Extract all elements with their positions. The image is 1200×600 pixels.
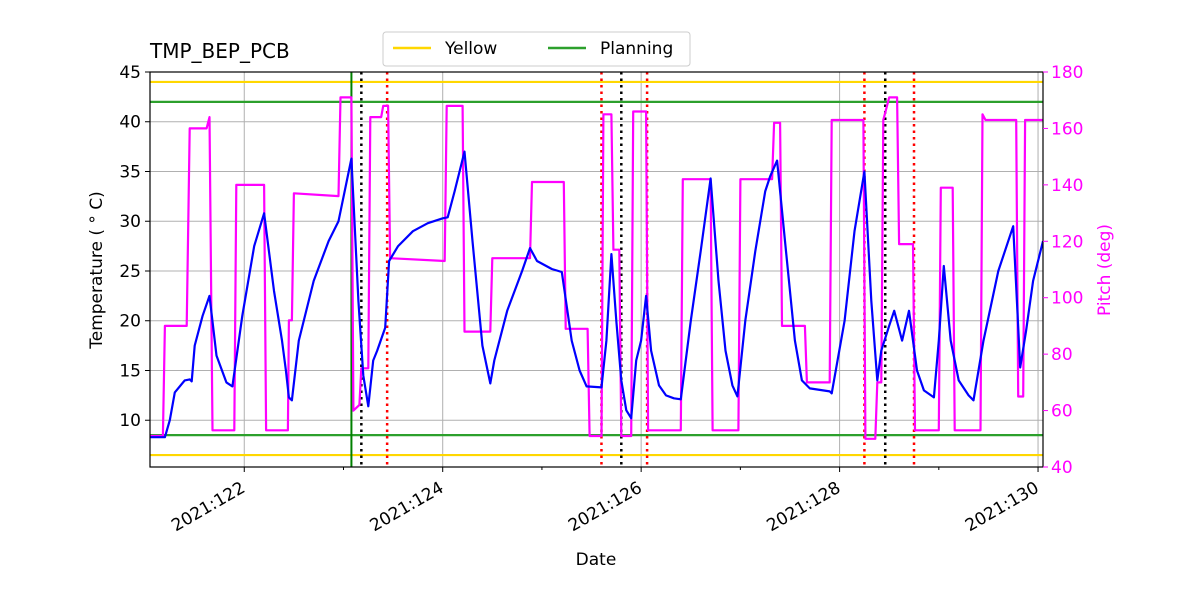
legend-label-yellow: Yellow xyxy=(444,39,497,59)
x-axis-label: Date xyxy=(576,550,617,570)
y-tick-label: 40 xyxy=(119,113,141,133)
legend-label-planning: Planning xyxy=(600,39,673,59)
y-tick-label: 15 xyxy=(119,361,141,381)
legend-box xyxy=(382,31,691,67)
temperature-series-line xyxy=(150,150,1043,439)
y-tick-label: 10 xyxy=(119,411,141,431)
y-tick-label: 45 xyxy=(119,63,141,83)
x-tick-label: 2021:124 xyxy=(367,478,448,536)
y2-tick-label: 60 xyxy=(1051,402,1073,422)
x-tick-label: 2021:122 xyxy=(168,478,249,536)
y-tick-label: 20 xyxy=(119,312,141,332)
y2-tick-label: 140 xyxy=(1051,176,1083,196)
plot-frame xyxy=(149,71,1044,468)
grid xyxy=(150,71,1043,467)
y-tick-label: 35 xyxy=(119,162,141,182)
y2-axis-label: Pitch (deg) xyxy=(1095,224,1115,316)
x-tick-label: 2021:128 xyxy=(764,478,845,536)
y2-tick-label: 40 xyxy=(1051,458,1073,478)
y2-tick-label: 160 xyxy=(1051,119,1083,139)
y2-tick-label: 120 xyxy=(1051,232,1083,252)
limit-lines xyxy=(150,80,1043,457)
legend: Yellow Planning xyxy=(382,31,691,67)
x-tick-label: 2021:130 xyxy=(962,478,1043,536)
chart-title: TMP_BEP_PCB xyxy=(149,39,290,63)
series xyxy=(150,96,1043,440)
y2-tick-label: 100 xyxy=(1051,289,1083,309)
y-axis-label: Temperature ( ° C) xyxy=(87,191,107,350)
y2-tick-label: 80 xyxy=(1051,345,1073,365)
y-tick-label: 25 xyxy=(119,262,141,282)
pitch-series-line xyxy=(150,96,1043,440)
y2-tick-label: 180 xyxy=(1051,63,1083,83)
x-tick-label: 2021:126 xyxy=(565,478,646,536)
y-tick-label: 30 xyxy=(119,212,141,232)
